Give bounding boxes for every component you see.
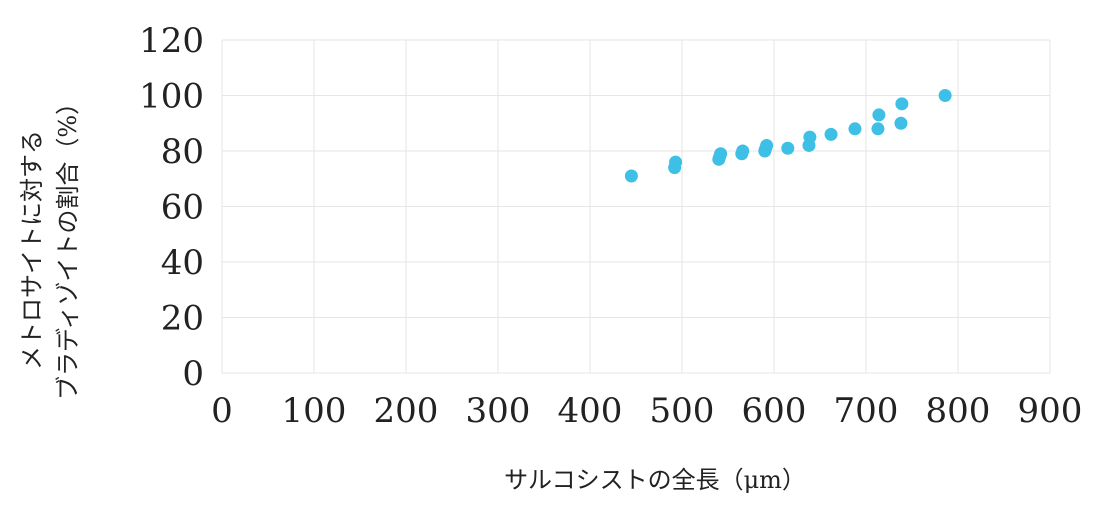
data-point — [781, 141, 795, 155]
y-tick-label: 60 — [161, 188, 204, 228]
y-tick-label: 100 — [139, 77, 204, 117]
data-point — [760, 138, 774, 152]
y-tick-label: 40 — [161, 243, 204, 283]
x-tick-label: 0 — [211, 391, 233, 431]
y-axis-label-line-2: ブラディゾイトの割合（%） — [54, 91, 82, 400]
x-tick-label: 900 — [1018, 391, 1083, 431]
data-point — [624, 169, 638, 183]
data-points — [624, 89, 952, 183]
data-point — [871, 122, 885, 136]
y-tick-label: 0 — [182, 354, 204, 394]
y-tick-label: 120 — [139, 21, 204, 61]
y-axis-label-line-1: メトロサイトに対する — [18, 130, 46, 370]
x-tick-label: 300 — [466, 391, 531, 431]
x-tick-label: 400 — [558, 391, 623, 431]
x-tick-label: 500 — [650, 391, 715, 431]
x-axis-label: サルコシストの全長（μm） — [504, 466, 806, 494]
data-point — [938, 89, 952, 102]
data-point — [669, 155, 683, 169]
data-point — [895, 97, 909, 111]
y-axis-label: メトロサイトに対する ブラディゾイトの割合（%） — [18, 91, 82, 400]
data-point — [803, 130, 817, 144]
x-axis-ticks: 0 100 200 300 400 500 600 700 800 900 — [211, 391, 1082, 431]
x-tick-label: 600 — [742, 391, 807, 431]
data-point — [872, 108, 886, 122]
data-point — [714, 147, 728, 161]
x-tick-label: 200 — [374, 391, 439, 431]
grid-lines — [221, 39, 1051, 374]
y-axis-ticks: 0 20 40 60 80 100 120 — [139, 21, 204, 394]
y-tick-label: 20 — [161, 299, 204, 339]
data-point — [736, 144, 750, 158]
y-tick-label: 80 — [161, 132, 204, 172]
data-point — [824, 127, 838, 141]
x-tick-label: 700 — [834, 391, 899, 431]
x-tick-label: 100 — [282, 391, 347, 431]
x-tick-label: 800 — [926, 391, 991, 431]
data-point — [894, 116, 908, 130]
data-point — [848, 122, 862, 136]
